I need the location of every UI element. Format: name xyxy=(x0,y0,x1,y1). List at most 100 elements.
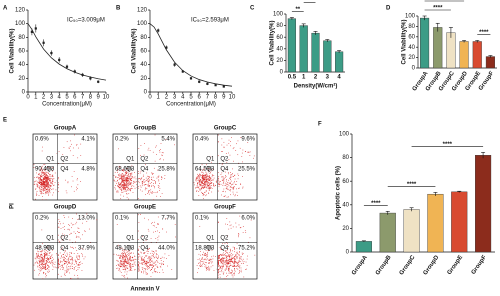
event xyxy=(43,184,44,186)
event xyxy=(148,184,149,186)
event xyxy=(120,272,122,273)
event xyxy=(44,181,46,182)
event xyxy=(126,181,127,183)
event xyxy=(49,181,51,183)
event xyxy=(210,258,212,260)
event xyxy=(64,261,66,263)
event xyxy=(39,266,41,268)
event xyxy=(44,178,45,179)
event xyxy=(142,260,144,261)
event xyxy=(123,179,125,181)
event xyxy=(202,179,204,181)
event xyxy=(205,171,207,173)
event xyxy=(151,172,153,174)
event xyxy=(123,175,125,176)
event xyxy=(151,182,152,183)
event xyxy=(225,153,227,154)
event xyxy=(122,176,124,177)
event xyxy=(43,178,45,180)
event xyxy=(148,180,149,182)
event xyxy=(58,264,60,265)
plot-title: GroupF xyxy=(214,205,236,211)
event xyxy=(203,175,204,176)
event xyxy=(120,182,122,184)
event xyxy=(228,189,230,191)
event xyxy=(227,275,229,276)
quadrant-events xyxy=(217,215,252,243)
event xyxy=(46,275,47,276)
event xyxy=(226,263,228,265)
event xyxy=(209,187,211,189)
event xyxy=(138,246,140,247)
event xyxy=(234,259,235,260)
event xyxy=(71,227,72,229)
event xyxy=(135,178,137,180)
event xyxy=(239,271,241,272)
event xyxy=(154,271,156,273)
event xyxy=(226,188,228,190)
event xyxy=(68,262,70,264)
event xyxy=(83,216,85,218)
event xyxy=(120,265,122,267)
quadrant-percent: 13.0% xyxy=(78,216,96,222)
event xyxy=(36,184,38,186)
event xyxy=(226,257,228,259)
event xyxy=(208,176,210,177)
event xyxy=(219,184,220,186)
event xyxy=(151,179,153,181)
event xyxy=(223,196,225,197)
event xyxy=(153,257,155,259)
event xyxy=(122,179,124,181)
event xyxy=(116,265,117,266)
event xyxy=(41,261,43,263)
event xyxy=(155,192,157,194)
event xyxy=(122,180,124,181)
event xyxy=(117,260,119,262)
event xyxy=(198,179,200,181)
event xyxy=(130,255,131,257)
event xyxy=(124,265,126,266)
quadrant-events xyxy=(210,156,212,163)
event xyxy=(37,184,39,186)
event xyxy=(45,171,47,173)
event xyxy=(118,264,120,266)
event xyxy=(120,178,122,180)
event xyxy=(209,187,210,188)
event xyxy=(82,234,84,236)
event xyxy=(46,175,48,176)
event xyxy=(37,185,39,187)
x-axis-label: Concentration(μM) xyxy=(166,102,216,108)
event xyxy=(211,262,212,264)
event xyxy=(44,178,46,180)
event xyxy=(162,154,163,156)
event xyxy=(233,257,235,259)
event xyxy=(72,218,73,219)
event xyxy=(119,185,120,187)
event xyxy=(202,193,204,195)
event xyxy=(199,184,200,186)
event xyxy=(133,259,135,260)
event xyxy=(145,273,147,275)
event xyxy=(41,180,43,182)
bar xyxy=(433,27,443,69)
event xyxy=(121,170,123,171)
event xyxy=(199,185,201,187)
event xyxy=(152,266,154,268)
event xyxy=(219,247,221,248)
event xyxy=(137,198,139,199)
event xyxy=(145,239,147,241)
event xyxy=(148,219,149,221)
event xyxy=(65,263,67,264)
event xyxy=(125,189,127,190)
event xyxy=(208,178,210,179)
event xyxy=(236,143,237,145)
event xyxy=(232,258,234,260)
event xyxy=(62,227,64,228)
event xyxy=(119,167,121,169)
event xyxy=(242,187,244,189)
event xyxy=(230,259,232,260)
event xyxy=(221,255,223,256)
event xyxy=(46,171,48,173)
event xyxy=(162,272,164,273)
event xyxy=(147,175,149,177)
